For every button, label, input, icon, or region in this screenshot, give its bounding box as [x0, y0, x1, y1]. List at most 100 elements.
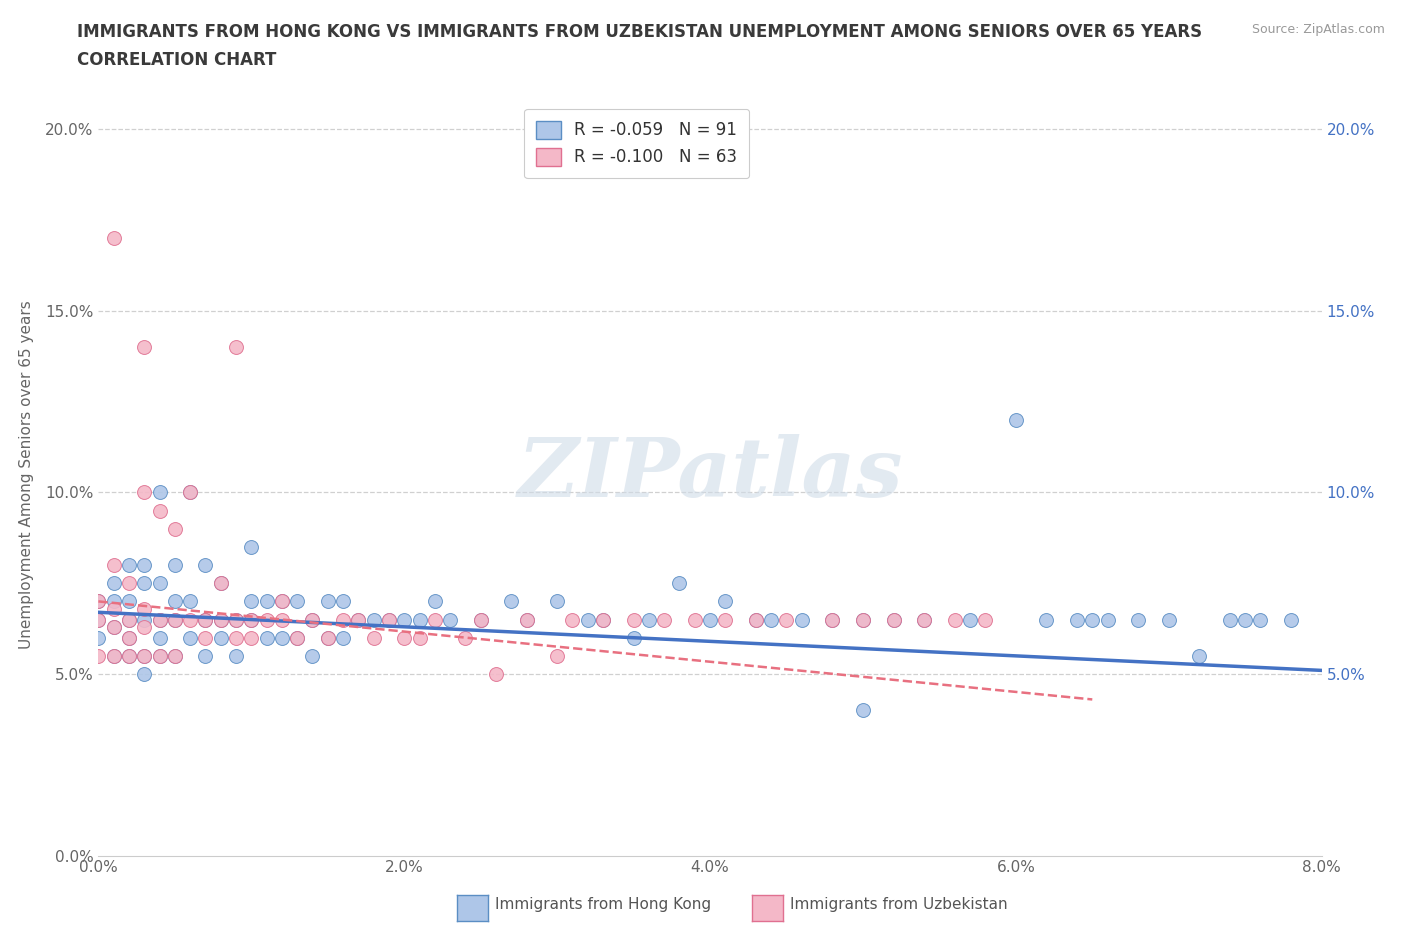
Point [118, 631, 141, 645]
Point [546, 594, 568, 609]
Text: IMMIGRANTS FROM HONG KONG VS IMMIGRANTS FROM UZBEKISTAN UNEMPLOYMENT AMONG SENIO: IMMIGRANTS FROM HONG KONG VS IMMIGRANTS … [77, 23, 1202, 41]
Point [347, 612, 370, 627]
Point [270, 594, 294, 609]
Point [194, 631, 217, 645]
Point [103, 558, 125, 573]
Point [240, 539, 263, 554]
Text: Source: ZipAtlas.com: Source: ZipAtlas.com [1251, 23, 1385, 36]
Point [501, 594, 523, 609]
Point [163, 648, 186, 663]
Text: Immigrants from Uzbekistan: Immigrants from Uzbekistan [790, 897, 1008, 912]
Point [332, 631, 354, 645]
Point [134, 485, 156, 500]
Point [134, 558, 156, 573]
Point [103, 594, 125, 609]
Point [668, 576, 690, 591]
Text: Immigrants from Hong Kong: Immigrants from Hong Kong [495, 897, 711, 912]
Point [852, 612, 875, 627]
Point [225, 339, 247, 354]
Point [623, 631, 645, 645]
Point [103, 601, 125, 616]
Point [149, 503, 172, 518]
Point [240, 631, 263, 645]
Text: CORRELATION CHART: CORRELATION CHART [77, 51, 277, 69]
Point [959, 612, 981, 627]
Point [423, 612, 446, 627]
Point [179, 485, 201, 500]
Point [87, 612, 110, 627]
Point [821, 612, 844, 627]
Point [87, 631, 110, 645]
Point [225, 612, 247, 627]
Point [163, 612, 186, 627]
Point [943, 612, 966, 627]
Point [470, 612, 492, 627]
Point [759, 612, 782, 627]
Point [103, 576, 125, 591]
Point [485, 667, 508, 682]
Point [103, 648, 125, 663]
Point [256, 612, 278, 627]
Point [118, 631, 141, 645]
Point [1234, 612, 1257, 627]
Point [301, 612, 323, 627]
Point [118, 648, 141, 663]
Point [240, 612, 263, 627]
Point [149, 485, 172, 500]
Point [516, 612, 538, 627]
Point [163, 522, 186, 537]
Point [225, 631, 247, 645]
Point [256, 631, 278, 645]
Point [1035, 612, 1057, 627]
Point [1157, 612, 1180, 627]
Point [103, 619, 125, 634]
Point [1004, 412, 1026, 427]
Point [87, 594, 110, 609]
Point [87, 594, 110, 609]
Point [974, 612, 997, 627]
Point [561, 612, 583, 627]
Point [1128, 612, 1150, 627]
Point [149, 648, 172, 663]
Point [912, 612, 935, 627]
Point [256, 594, 278, 609]
Point [883, 612, 905, 627]
Point [118, 576, 141, 591]
Point [1081, 612, 1104, 627]
Point [516, 612, 538, 627]
Point [134, 667, 156, 682]
Point [118, 648, 141, 663]
Point [134, 601, 156, 616]
Point [134, 612, 156, 627]
Point [408, 631, 430, 645]
Point [134, 619, 156, 634]
Point [179, 485, 201, 500]
Point [576, 612, 599, 627]
Point [1066, 612, 1088, 627]
Point [378, 612, 401, 627]
Point [209, 612, 232, 627]
Point [423, 594, 446, 609]
Point [637, 612, 661, 627]
Point [1219, 612, 1241, 627]
Point [194, 648, 217, 663]
Legend: R = -0.059   N = 91, R = -0.100   N = 63: R = -0.059 N = 91, R = -0.100 N = 63 [524, 109, 749, 178]
Point [285, 631, 308, 645]
Point [775, 612, 797, 627]
Point [392, 612, 416, 627]
Point [285, 594, 308, 609]
Point [209, 612, 232, 627]
Point [225, 612, 247, 627]
Point [363, 631, 385, 645]
Point [149, 576, 172, 591]
Point [103, 619, 125, 634]
Point [134, 339, 156, 354]
Point [852, 703, 875, 718]
Point [699, 612, 721, 627]
Point [1279, 612, 1302, 627]
Point [912, 612, 935, 627]
Point [87, 648, 110, 663]
Point [592, 612, 614, 627]
Point [149, 648, 172, 663]
Y-axis label: Unemployment Among Seniors over 65 years: Unemployment Among Seniors over 65 years [20, 300, 34, 649]
